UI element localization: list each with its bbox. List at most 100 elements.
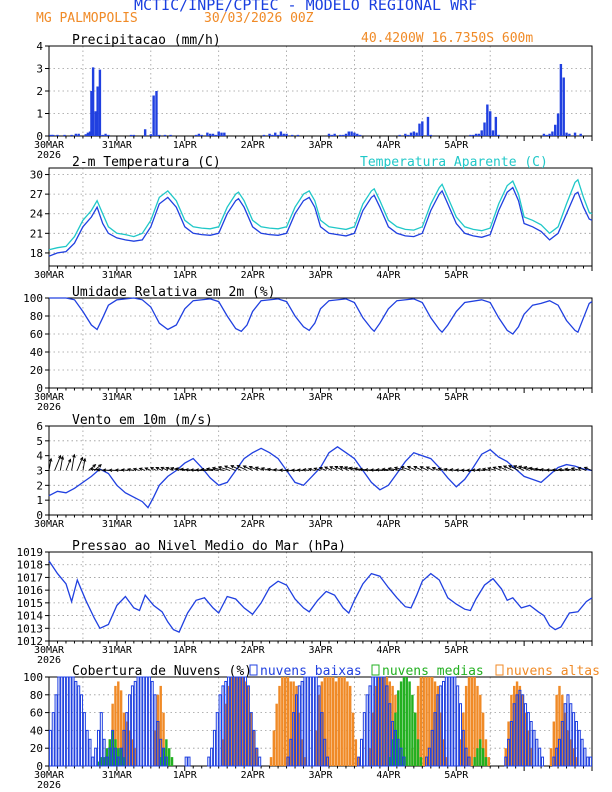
chart-panel-2: 18 21 24 27 30 30MAR 31MAR 1APR 2APR 3APR 4APR 5APR… [30,155,593,281]
cloud-bar-baixa [60,676,64,767]
cloud-bar-baixa [362,712,366,767]
wind-vector [477,469,485,471]
cloud-bar-baixa [292,712,296,767]
cloud-bar-baixa [80,694,84,767]
cloud-bar-baixa [458,703,463,767]
y-tick-label: 40 [30,346,43,359]
cloud-bar-alta [371,712,375,766]
cloud-bar-baixa [212,729,216,767]
cloud-bar-baixa [68,676,72,767]
cloud-bar-baixa [255,747,259,767]
cloud-bar-baixa [122,729,126,767]
cloud-bar-alta [122,712,126,766]
y-tick-label: 80 [30,689,43,702]
cloud-bar-alta [332,677,335,766]
wind-vector [339,466,349,471]
wind-vector-head [323,466,328,470]
wind-vector [54,455,62,471]
x-tick-label: 31MAR [102,270,133,281]
cloud-bar-baixa [71,676,75,767]
cloud-bar-media [402,677,406,766]
cloud-bar-alta [283,677,287,766]
precip-bar [209,133,212,136]
cloud-bar-baixa [439,685,443,767]
precip-bar [406,134,410,136]
precip-bar [477,133,481,136]
precip-bar [415,132,418,136]
cloud-bar-alta [524,712,527,766]
y-tick-label: 1012 [17,635,44,648]
precip-bar [98,69,102,136]
cloud-bar-alta [298,712,301,766]
cloud-bar-baixa [376,676,380,767]
cloud-bar-baixa [215,712,219,767]
wind-vector-head [278,468,283,472]
wind-vector [376,469,389,471]
x-tick-label: 4APR [376,519,401,530]
wind-vector-head [200,467,205,472]
cloud-bar-baixa [532,729,536,767]
cloud-bar-baixa [320,712,324,767]
wind-vector-head [179,467,184,472]
wind-vector-head [449,468,454,472]
series-line-humidity [49,297,593,335]
y-tick-label: 4 [36,40,43,53]
cloud-bar-alta [269,757,273,766]
cloud-bar-baixa [583,747,587,767]
wind-vector-head [126,468,131,472]
y-tick-label: 1014 [17,610,44,623]
cloud-bar-baixa [244,676,248,767]
cloud-bar-baixa [94,747,98,767]
cloud-bar-baixa [580,738,584,767]
cloud-bar-alta [510,694,513,766]
cloud-bar-media [167,748,171,766]
cloud-bar-baixa [184,756,188,767]
wind-vector-head [272,468,277,472]
wind-vector-head [364,468,369,472]
precip-bar [486,104,489,136]
wind-vector-head [419,466,424,470]
precip-bar [404,133,407,136]
wind-vector-head [48,457,53,462]
cloud-bar-baixa [442,680,446,767]
chart-title: MCTIC/INPE/CPTEC - MODELO REGIONAL WRF [134,0,478,14]
wind-vector-head [284,468,289,473]
wind-vector-head [72,453,76,458]
cloud-bar-alta [569,739,573,766]
cloud-bar-alta [317,694,321,766]
cloud-bar-baixa [136,676,140,767]
wind-vector-head [205,467,210,471]
cloud-bar-media [481,748,485,766]
cloud-bar-baixa [159,738,163,767]
wind-vector-head [260,467,265,471]
cloud-bar-baixa [82,712,86,767]
cloud-bar-alta [247,685,250,766]
cloud-bar-alta [320,681,324,766]
y-tick-label: 18 [30,247,43,260]
x-tick-label: 1APR [173,270,198,281]
wind-vector-head [502,465,507,469]
cloud-bar-alta [430,677,434,766]
cloud-bar-baixa [326,756,330,767]
cloud-bar-baixa [425,756,429,767]
cloud-bar-baixa [77,685,81,767]
cloud-bar-baixa [430,729,434,767]
wind-vector [71,454,75,471]
cloud-bar-baixa [235,676,239,767]
wind-vector-head [60,455,65,460]
y-tick-label: 60 [30,707,43,720]
wind-vector [432,467,440,471]
cloud-bar-baixa [560,721,564,767]
cloud-bar-baixa [252,729,256,767]
legend-swatch [371,664,380,676]
wind-vector-head [528,466,533,471]
legend-swatch [495,664,504,676]
cloud-bar-baixa [48,729,52,767]
wind-vector [121,469,129,471]
wind-vector-head [393,466,398,470]
cloud-bar-alta [442,739,445,766]
wind-vector-head [492,466,497,470]
cloud-bar-baixa [450,676,454,767]
legend-label: nuvens medias [382,664,484,679]
